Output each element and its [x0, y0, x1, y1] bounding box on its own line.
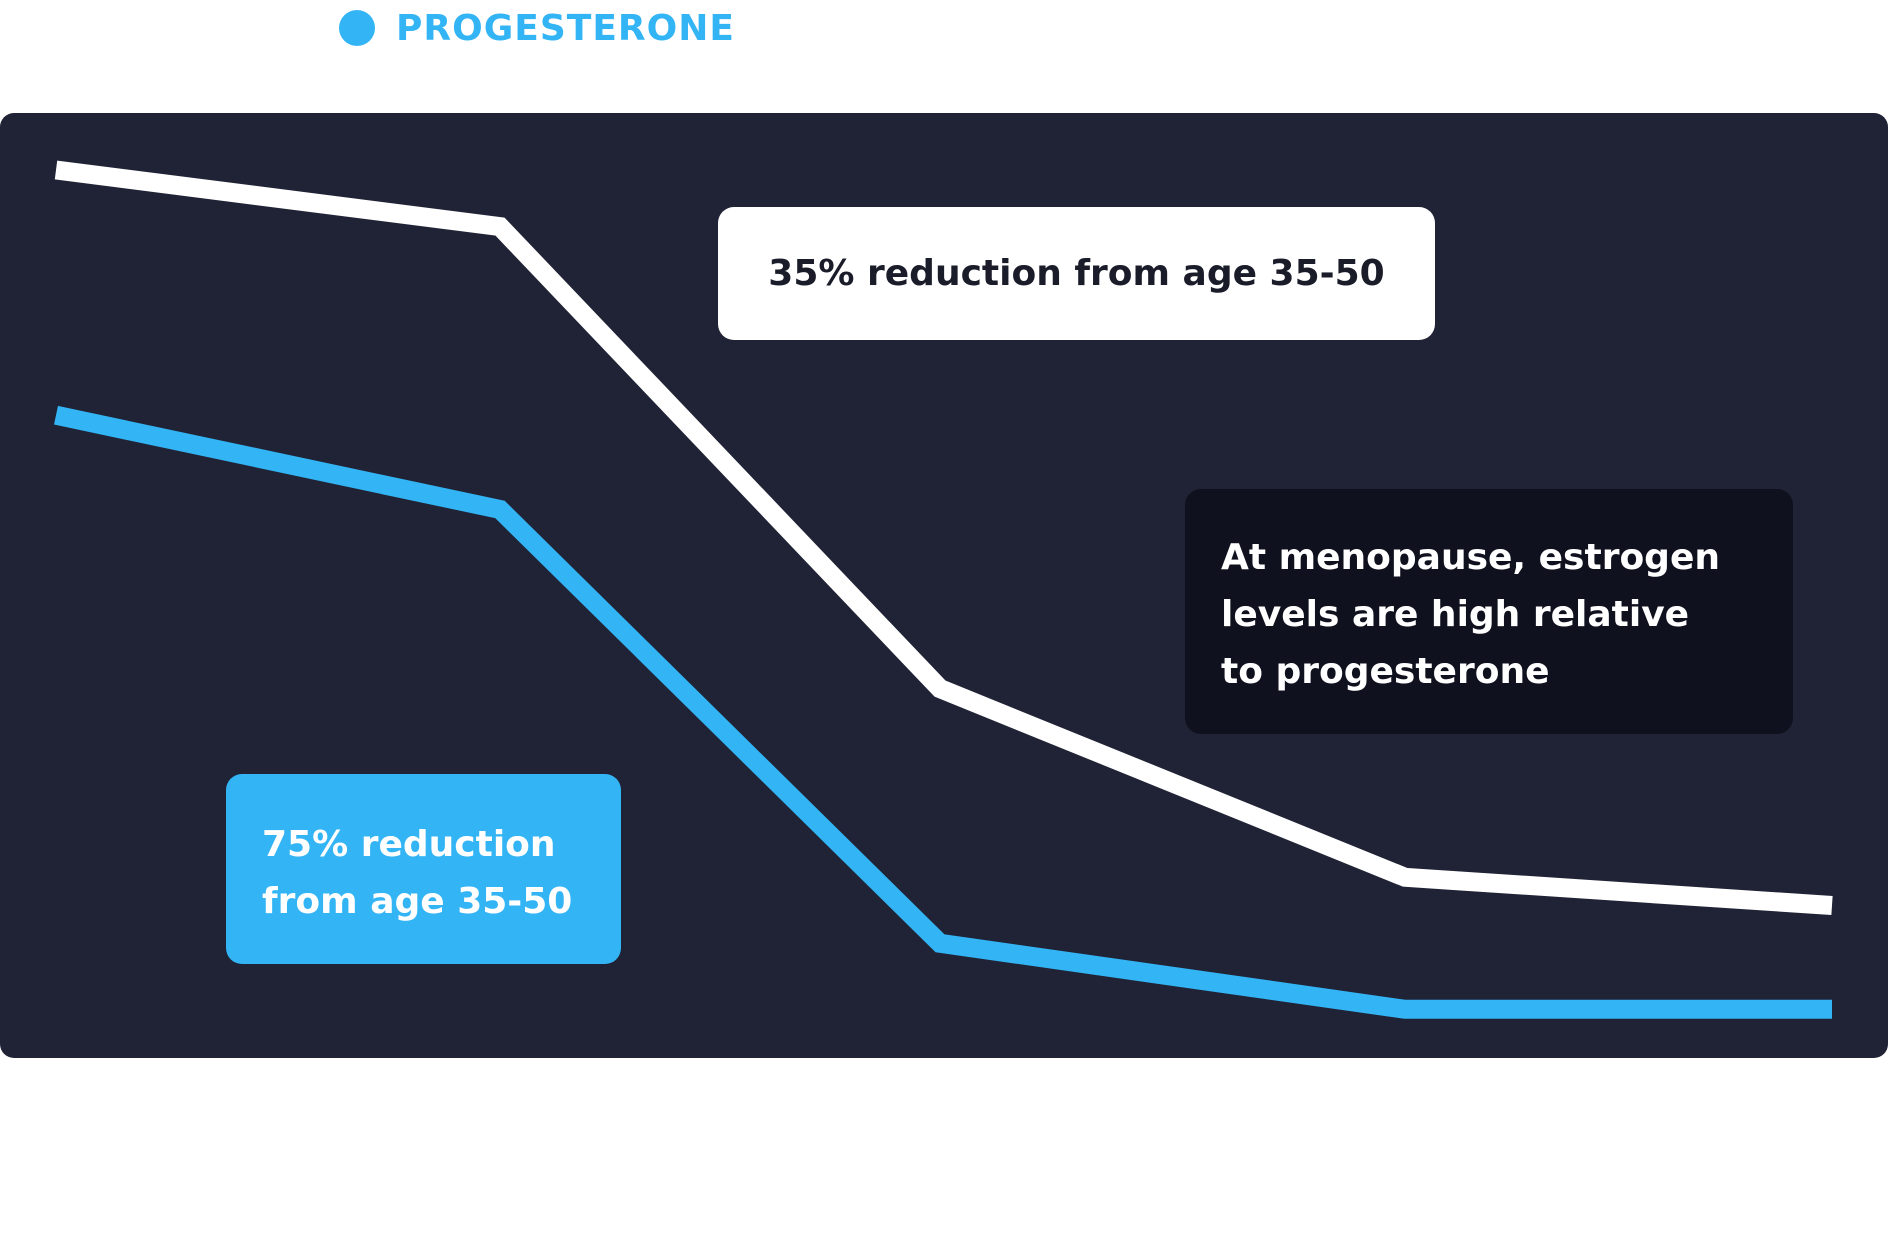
line-chart	[54, 160, 1833, 1019]
progesterone-line	[54, 405, 1832, 1019]
estrogen-reduction-callout: 35% reduction from age 35-50	[718, 207, 1435, 340]
estrogen-reduction-text: 35% reduction from age 35-50	[768, 253, 1385, 294]
estrogen-line	[54, 160, 1833, 915]
progesterone-reduction-text: 75% reduction from age 35-50	[262, 824, 573, 922]
chart-legend: PROGESTERONE	[339, 4, 735, 52]
chart-panel: 35% reduction from age 35-50 At menopaus…	[0, 113, 1888, 1058]
progesterone-reduction-callout: 75% reduction from age 35-50	[226, 774, 621, 964]
menopause-note-text: At menopause, estrogen levels are high r…	[1221, 537, 1720, 692]
legend-label: PROGESTERONE	[396, 7, 735, 49]
legend-marker-dot	[339, 10, 375, 46]
menopause-note-callout: At menopause, estrogen levels are high r…	[1185, 489, 1793, 734]
